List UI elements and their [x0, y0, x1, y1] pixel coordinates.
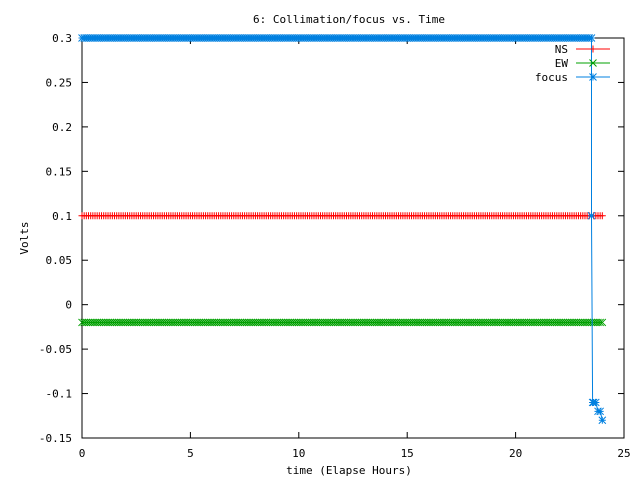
y-tick-label: 0.2: [52, 121, 72, 134]
x-tick-label: 5: [187, 447, 194, 460]
data-point: [587, 211, 596, 220]
plot-frame: [81, 37, 625, 439]
data-point: [598, 212, 606, 220]
series-NS: [78, 212, 606, 220]
y-tick-label: 0.25: [46, 76, 73, 89]
y-tick-label: 0.05: [46, 254, 73, 267]
x-tick-label: 0: [79, 447, 86, 460]
x-axis-ticks: 0 5 10 15 20 25: [79, 38, 631, 460]
y-tick-label: 0.1: [52, 210, 72, 223]
data-point: [596, 318, 605, 327]
legend-label: focus: [535, 71, 568, 84]
legend-label: EW: [555, 57, 569, 70]
y-tick-label: -0.05: [39, 343, 72, 356]
data-point: [596, 407, 605, 416]
x-axis-label: time (Elapse Hours): [286, 464, 412, 477]
y-tick-label: -0.1: [46, 388, 73, 401]
y-tick-label: 0.3: [52, 32, 72, 45]
y-tick-label: -0.15: [39, 432, 72, 445]
series-layer: [78, 34, 607, 425]
data-point: [589, 73, 597, 81]
x-tick-label: 20: [509, 447, 522, 460]
x-tick-label: 15: [401, 447, 414, 460]
data-point: [591, 398, 600, 407]
x-tick-label: 10: [292, 447, 305, 460]
series-focus: [78, 34, 607, 425]
legend-label: NS: [555, 43, 568, 56]
series-line: [82, 37, 603, 421]
chart-title: 6: Collimation/focus vs. Time: [253, 13, 445, 26]
data-point: [598, 416, 607, 425]
data-point: [589, 59, 597, 67]
y-axis-label: Volts: [18, 221, 31, 254]
x-tick-label: 25: [617, 447, 630, 460]
data-point: [598, 318, 607, 327]
series-EW: [78, 318, 607, 327]
data-point: [589, 45, 597, 53]
y-tick-label: 0.15: [46, 165, 73, 178]
y-tick-label: 0: [65, 299, 72, 312]
data-point: [587, 34, 596, 42]
y-axis-ticks: -0.15 -0.1 -0.05 0 0.05 0.1 0.15 0.2 0.25 0.3: [39, 32, 624, 445]
